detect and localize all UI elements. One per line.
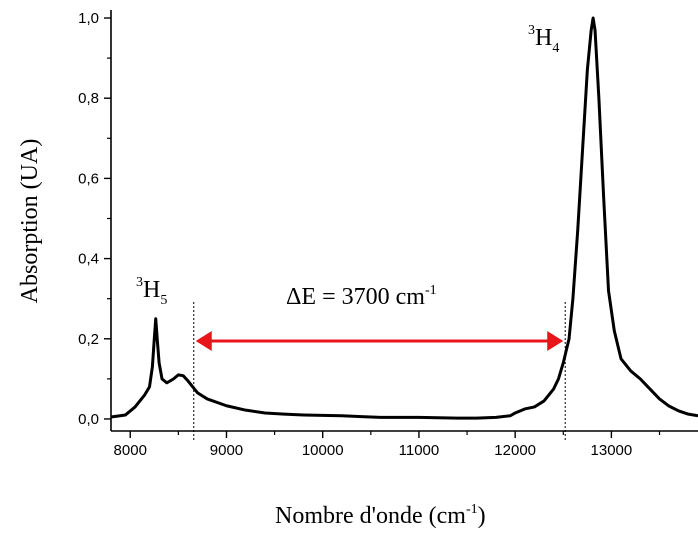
tick-labels: 8000 9000 10000 11000 12000 13000 0,0 0,2 0,4 0,6… [78,10,632,459]
y-tick-label-0,8: 0,8 [78,90,99,107]
x-axis-title-sup: -1 [466,502,478,517]
annotation-3h4: 3H4 [528,23,559,56]
delta-e-arrow [195,331,564,351]
x-axis-title-main: Nombre d'onde (cm [275,503,466,529]
x-tick-label-10000: 10000 [302,442,344,459]
series-line-absorption [110,16,698,420]
y-tick-label-0,0: 0,0 [78,411,99,428]
y-tick-label-0,4: 0,4 [78,251,99,268]
annotation-3h5-sub: 5 [160,293,167,308]
annotation-delta-e-sup: -1 [425,283,437,298]
axis-ticks [104,17,661,438]
x-axis-title: Nombre d'onde (cm-1) [275,502,486,529]
y-axis-title: Absorption (UA) [17,139,43,304]
y-tick-label-1,0: 1,0 [78,10,99,27]
y-tick-label-0,6: 0,6 [78,170,99,187]
arrow-head-right [547,331,564,351]
x-tick-label-13000: 13000 [591,442,633,459]
x-tick-label-11000: 11000 [399,442,440,459]
annotation-3h4-main: H [535,25,552,51]
arrow-head-left [195,331,212,351]
x-tick-label-9000: 9000 [210,442,243,459]
annotation-3h4-sub: 4 [552,41,559,56]
y-tick-label-0,2: 0,2 [78,331,99,348]
x-tick-label-8000: 8000 [114,442,147,459]
annotation-3h5-main: H [143,277,160,303]
x-axis-title-close: ) [478,503,486,529]
x-tick-label-12000: 12000 [494,442,536,459]
annotation-delta-e: ΔE = 3700 cm-1 [286,283,437,310]
annotation-delta-e-main: ΔE = 3700 cm [286,284,425,310]
annotation-3h5: 3H5 [136,275,167,308]
annotation-3h5-sup: 3 [136,275,143,290]
annotation-3h4-sup: 3 [528,23,535,38]
